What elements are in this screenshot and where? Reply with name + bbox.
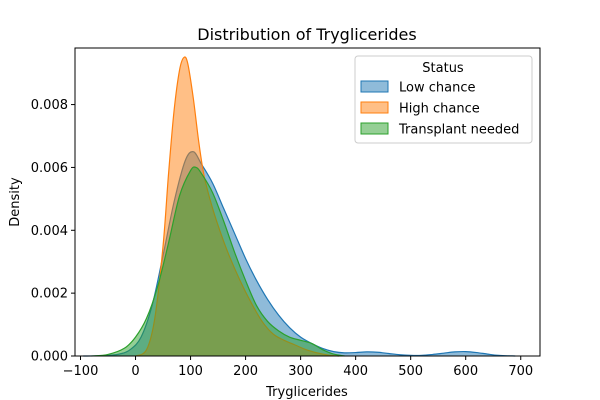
y-tick-label: 0.006 [31,161,68,176]
legend-label-transplant-needed: Transplant needed [398,123,519,138]
x-tick-label: 400 [343,364,368,379]
y-tick-label: 0.004 [31,224,68,239]
area-transplant-needed [91,166,345,356]
y-tick-label: 0.008 [31,98,68,113]
x-tick-label: 700 [508,364,533,379]
y-tick-label: 0.002 [31,287,68,302]
plot-frame [74,47,541,357]
legend-swatch-transplant-needed [360,122,389,135]
x-tick-label: 0 [131,364,139,379]
legend-label-low-chance: Low chance [399,81,475,96]
line-transplant-needed [91,166,345,357]
legend-swatch-high-chance [360,101,389,114]
legend: Status Low chance High chance Transplant n… [354,55,533,144]
legend-items: Low chance High chance Transplant needed [360,80,519,138]
x-axis-title: Tryglicerides [265,385,348,400]
legend-title: Status [422,61,464,76]
legend-label-high-chance: High chance [399,102,480,117]
legend-swatch-low-chance [360,80,389,93]
y-axis: 0.000 0.002 0.004 0.006 0.008 [31,98,75,365]
y-tick-label: 0.000 [31,350,68,365]
x-tick-label: 600 [453,364,478,379]
x-tick-label: 200 [233,364,258,379]
x-tick-label: 300 [288,364,313,379]
legend-box [354,55,533,144]
x-tick-label: 500 [398,364,423,379]
y-axis-title: Density [8,177,23,227]
chart-title: Distribution of Tryglicerides [197,25,416,44]
x-tick-label: 100 [178,364,203,379]
x-tick-label: −100 [63,364,99,379]
density-areas [83,56,516,357]
x-axis: −100 0 100 200 300 400 500 600 700 [63,356,533,379]
